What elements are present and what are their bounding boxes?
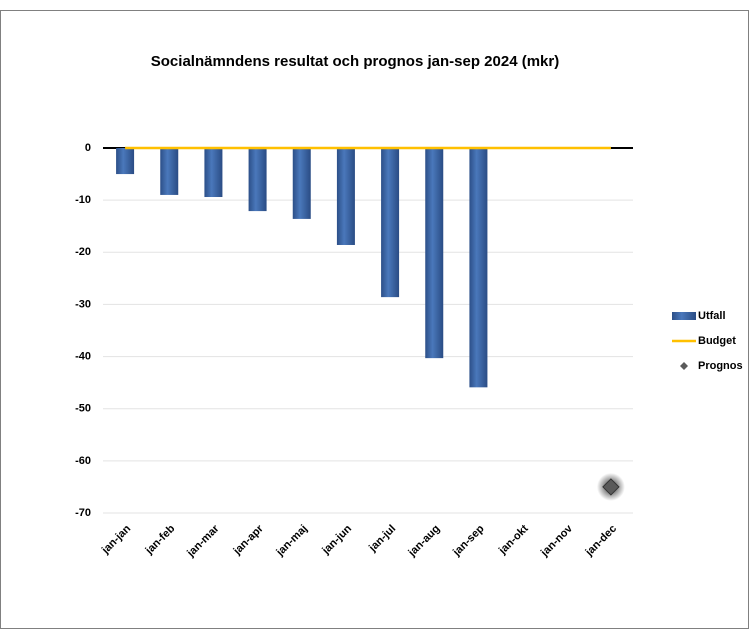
y-tick-label: -40: [75, 350, 91, 362]
bar: [469, 148, 488, 388]
bar: [116, 148, 135, 175]
y-tick-label: -70: [75, 507, 91, 519]
legend-label: Budget: [698, 335, 736, 347]
legend-label: Utfall: [698, 310, 726, 322]
y-tick-label: -10: [75, 194, 91, 206]
legend-swatch: [672, 312, 696, 320]
legend-label: Prognos: [698, 360, 743, 372]
bar: [248, 148, 267, 212]
y-tick-label: -20: [75, 246, 91, 258]
bar: [204, 148, 223, 198]
y-tick-label: 0: [85, 142, 91, 154]
legend-swatch: [680, 362, 688, 370]
bar: [425, 148, 444, 359]
y-tick-label: -30: [75, 298, 91, 310]
bar: [292, 148, 311, 219]
marker: [602, 478, 620, 496]
bar: [336, 148, 355, 245]
frame: [0, 10, 749, 629]
bar: [160, 148, 179, 195]
bar: [381, 148, 400, 298]
y-tick-label: -60: [75, 455, 91, 467]
y-tick-label: -50: [75, 403, 91, 415]
chart-title: Socialnämndens resultat och prognos jan-…: [151, 53, 559, 70]
